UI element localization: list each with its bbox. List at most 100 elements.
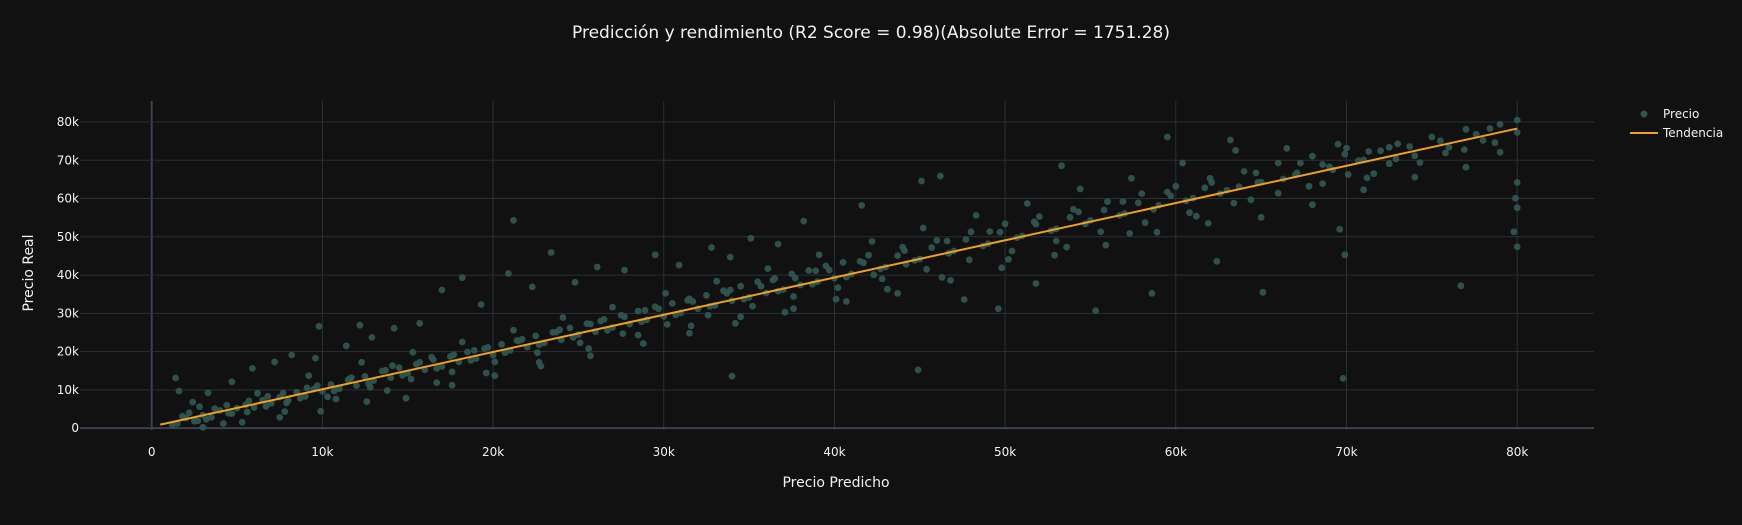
scatter-point[interactable] — [1259, 288, 1267, 296]
scatter-point[interactable] — [1023, 200, 1031, 207]
scatter-point[interactable] — [832, 295, 840, 303]
scatter-point[interactable] — [1344, 171, 1352, 178]
scatter-point[interactable] — [409, 348, 417, 356]
scatter-point[interactable] — [1343, 144, 1350, 152]
scatter-point[interactable] — [387, 374, 395, 381]
scatter-point[interactable] — [757, 282, 765, 290]
scatter-point[interactable] — [1496, 120, 1504, 128]
scatter-point[interactable] — [641, 306, 649, 314]
scatter-point[interactable] — [1247, 196, 1255, 204]
scatter-point[interactable] — [279, 389, 287, 397]
scatter-point[interactable] — [1416, 159, 1424, 167]
scatter-point[interactable] — [800, 217, 808, 225]
scatter-point[interactable] — [189, 398, 197, 406]
scatter-point[interactable] — [703, 291, 710, 299]
scatter-point[interactable] — [399, 371, 406, 379]
scatter-point[interactable] — [556, 326, 563, 334]
scatter-point[interactable] — [312, 354, 319, 362]
scatter-point[interactable] — [704, 311, 712, 319]
scatter-point[interactable] — [870, 271, 878, 279]
scatter-point[interactable] — [342, 342, 350, 350]
scatter-point[interactable] — [315, 322, 323, 330]
scatter-point[interactable] — [1141, 219, 1149, 227]
scatter-point[interactable] — [1097, 228, 1105, 236]
scatter-point[interactable] — [1186, 209, 1193, 217]
scatter-point[interactable] — [208, 414, 215, 421]
scatter-point[interactable] — [1496, 148, 1504, 156]
legend[interactable]: Precio Tendencia — [1630, 107, 1723, 140]
scatter-point[interactable] — [825, 266, 833, 274]
scatter-point[interactable] — [1052, 237, 1060, 245]
scatter-point[interactable] — [317, 407, 325, 415]
scatter-point[interactable] — [1297, 159, 1304, 167]
scatter-point[interactable] — [313, 382, 321, 389]
scatter-point[interactable] — [1104, 198, 1111, 206]
scatter-point[interactable] — [1232, 147, 1239, 154]
scatter-point[interactable] — [510, 217, 517, 224]
scatter-point[interactable] — [686, 329, 693, 337]
scatter-point[interactable] — [491, 358, 499, 366]
scatter-point[interactable] — [662, 290, 669, 297]
scatter-point[interactable] — [708, 244, 715, 251]
scatter-point[interactable] — [498, 340, 505, 348]
scatter-point[interactable] — [634, 331, 642, 339]
scatter-point[interactable] — [1442, 149, 1449, 157]
scatter-point[interactable] — [448, 368, 456, 376]
scatter-point[interactable] — [834, 284, 842, 292]
scatter-point[interactable] — [254, 389, 261, 397]
scatter-point[interactable] — [1134, 199, 1142, 207]
scatter-point[interactable] — [790, 293, 797, 300]
scatter-point[interactable] — [815, 251, 823, 259]
scatter-point[interactable] — [1070, 205, 1077, 213]
scatter-point[interactable] — [1309, 201, 1316, 209]
scatter-point[interactable] — [477, 301, 485, 308]
legend-item-precio[interactable]: Precio — [1640, 107, 1700, 121]
scatter-point[interactable] — [1392, 155, 1400, 163]
scatter-point[interactable] — [928, 244, 936, 251]
scatter-point[interactable] — [689, 298, 697, 305]
scatter-point[interactable] — [1460, 146, 1468, 154]
scatter-point[interactable] — [547, 249, 555, 256]
scatter-point[interactable] — [812, 267, 820, 275]
scatter-point[interactable] — [597, 317, 604, 325]
scatter-point[interactable] — [593, 263, 601, 271]
scatter-point[interactable] — [1370, 170, 1378, 178]
scatter-point[interactable] — [450, 351, 458, 358]
scatter-point[interactable] — [965, 256, 973, 264]
scatter-point[interactable] — [1274, 159, 1282, 167]
scatter-point[interactable] — [220, 420, 227, 427]
scatter-point[interactable] — [433, 365, 441, 372]
scatter-point[interactable] — [585, 345, 592, 352]
scatter-point[interactable] — [1377, 147, 1384, 155]
scatter-point[interactable] — [713, 277, 721, 285]
scatter-point[interactable] — [296, 394, 304, 402]
scatter-point[interactable] — [1319, 180, 1326, 188]
scatter-point[interactable] — [1513, 129, 1521, 136]
scatter-point[interactable] — [505, 270, 512, 277]
scatter-point[interactable] — [1119, 198, 1127, 206]
scatter-point[interactable] — [1510, 228, 1518, 236]
scatter-point[interactable] — [395, 364, 403, 371]
scatter-point[interactable] — [1240, 168, 1248, 175]
scatter-point[interactable] — [288, 351, 296, 359]
scatter-point[interactable] — [1005, 256, 1012, 263]
scatter-point[interactable] — [211, 405, 219, 412]
scatter-point[interactable] — [301, 392, 309, 400]
scatter-point[interactable] — [1051, 251, 1058, 259]
scatter-point[interactable] — [684, 296, 691, 304]
scatter-point[interactable] — [1394, 140, 1402, 148]
legend-item-tendencia[interactable]: Tendencia — [1630, 126, 1723, 140]
scatter-point[interactable] — [856, 257, 864, 265]
scatter-point[interactable] — [967, 228, 975, 236]
scatter-point[interactable] — [223, 401, 231, 409]
trend-line-path[interactable] — [160, 127, 1518, 426]
scatter-point[interactable] — [532, 332, 540, 340]
scatter-point[interactable] — [764, 265, 772, 272]
scatter-point[interactable] — [894, 290, 901, 297]
scatter-point[interactable] — [914, 366, 922, 374]
scatter-point[interactable] — [243, 408, 251, 416]
scatter-point[interactable] — [271, 358, 278, 366]
scatter-point[interactable] — [368, 334, 376, 341]
scatter-point[interactable] — [1491, 139, 1499, 147]
scatter-point[interactable] — [996, 228, 1004, 236]
